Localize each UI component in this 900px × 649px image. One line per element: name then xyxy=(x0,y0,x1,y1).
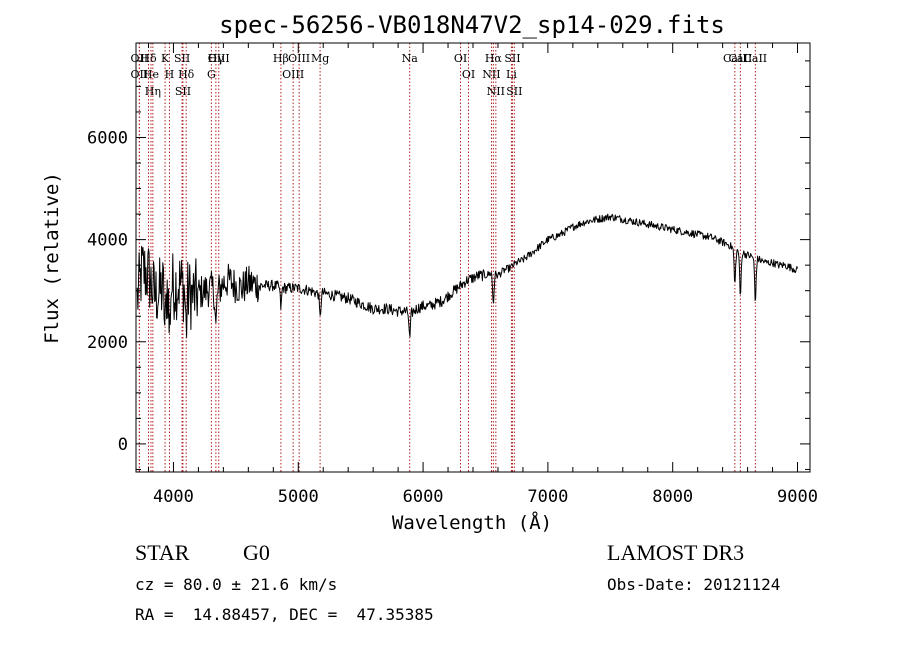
line-label: He xyxy=(143,68,159,81)
emission-line-markers xyxy=(138,43,756,472)
plot-frame xyxy=(135,42,811,473)
x-tick-label: 9000 xyxy=(777,487,818,507)
line-label: OII xyxy=(131,68,149,81)
line-label: CaII xyxy=(743,52,767,65)
y-tick-label: 2000 xyxy=(87,333,128,353)
y-tick-label: 6000 xyxy=(87,128,128,148)
axis-ticks xyxy=(136,43,810,472)
line-label: SII xyxy=(506,85,522,98)
line-label: OI xyxy=(462,68,475,81)
line-label: Hδ xyxy=(140,52,157,65)
line-label: CaII xyxy=(723,52,747,65)
line-label: Li xyxy=(506,68,517,81)
x-tick-label: 7000 xyxy=(527,487,568,507)
x-axis-label: Wavelength (Å) xyxy=(392,511,552,534)
observation-date: Obs-Date: 20121124 xyxy=(607,575,781,594)
y-tick-labels: 0 2000 4000 6000 xyxy=(87,128,128,454)
line-label: NII xyxy=(487,85,505,98)
line-label: SII xyxy=(504,52,520,65)
object-class: STAR xyxy=(135,540,190,565)
line-label: Hβ xyxy=(273,52,289,65)
line-label: OII xyxy=(131,52,149,65)
line-label: OIII xyxy=(208,52,230,65)
line-label: Hδ xyxy=(178,68,195,81)
x-tick-labels: 4000 5000 6000 7000 8000 9000 xyxy=(153,487,818,507)
line-label: Mg xyxy=(311,52,329,65)
x-tick-label: 6000 xyxy=(403,487,444,507)
y-tick-label: 4000 xyxy=(87,231,128,251)
y-axis-label: Flux (relative) xyxy=(41,172,63,344)
line-label: Hη xyxy=(145,85,161,98)
chart-title: spec-56256-VB018N47V2_sp14-029.fits xyxy=(219,11,725,39)
survey-name: LAMOST DR3 xyxy=(607,540,745,565)
y-tick-label: 0 xyxy=(118,435,128,455)
line-label: SII xyxy=(174,52,190,65)
line-label: K xyxy=(161,52,170,65)
line-label: H xyxy=(165,68,175,81)
line-label: CaII xyxy=(729,52,753,65)
line-label: Hγ xyxy=(208,52,225,65)
line-label: G xyxy=(207,68,216,81)
line-label: NII xyxy=(482,68,500,81)
line-label: OIII xyxy=(282,68,304,81)
line-label: SII xyxy=(175,85,191,98)
line-label: Na xyxy=(402,52,419,65)
x-tick-label: 5000 xyxy=(278,487,319,507)
x-tick-label: 4000 xyxy=(153,487,194,507)
redshift-velocity: cz = 80.0 ± 21.6 km/s xyxy=(135,575,338,594)
line-label: Hα xyxy=(485,52,503,65)
line-label: OIII xyxy=(288,52,310,65)
object-subclass: G0 xyxy=(243,540,270,565)
x-tick-label: 8000 xyxy=(652,487,693,507)
spectrum-line xyxy=(136,213,798,338)
line-label: OI xyxy=(454,52,467,65)
coordinates: RA = 14.88457, DEC = 47.35385 xyxy=(135,605,434,624)
